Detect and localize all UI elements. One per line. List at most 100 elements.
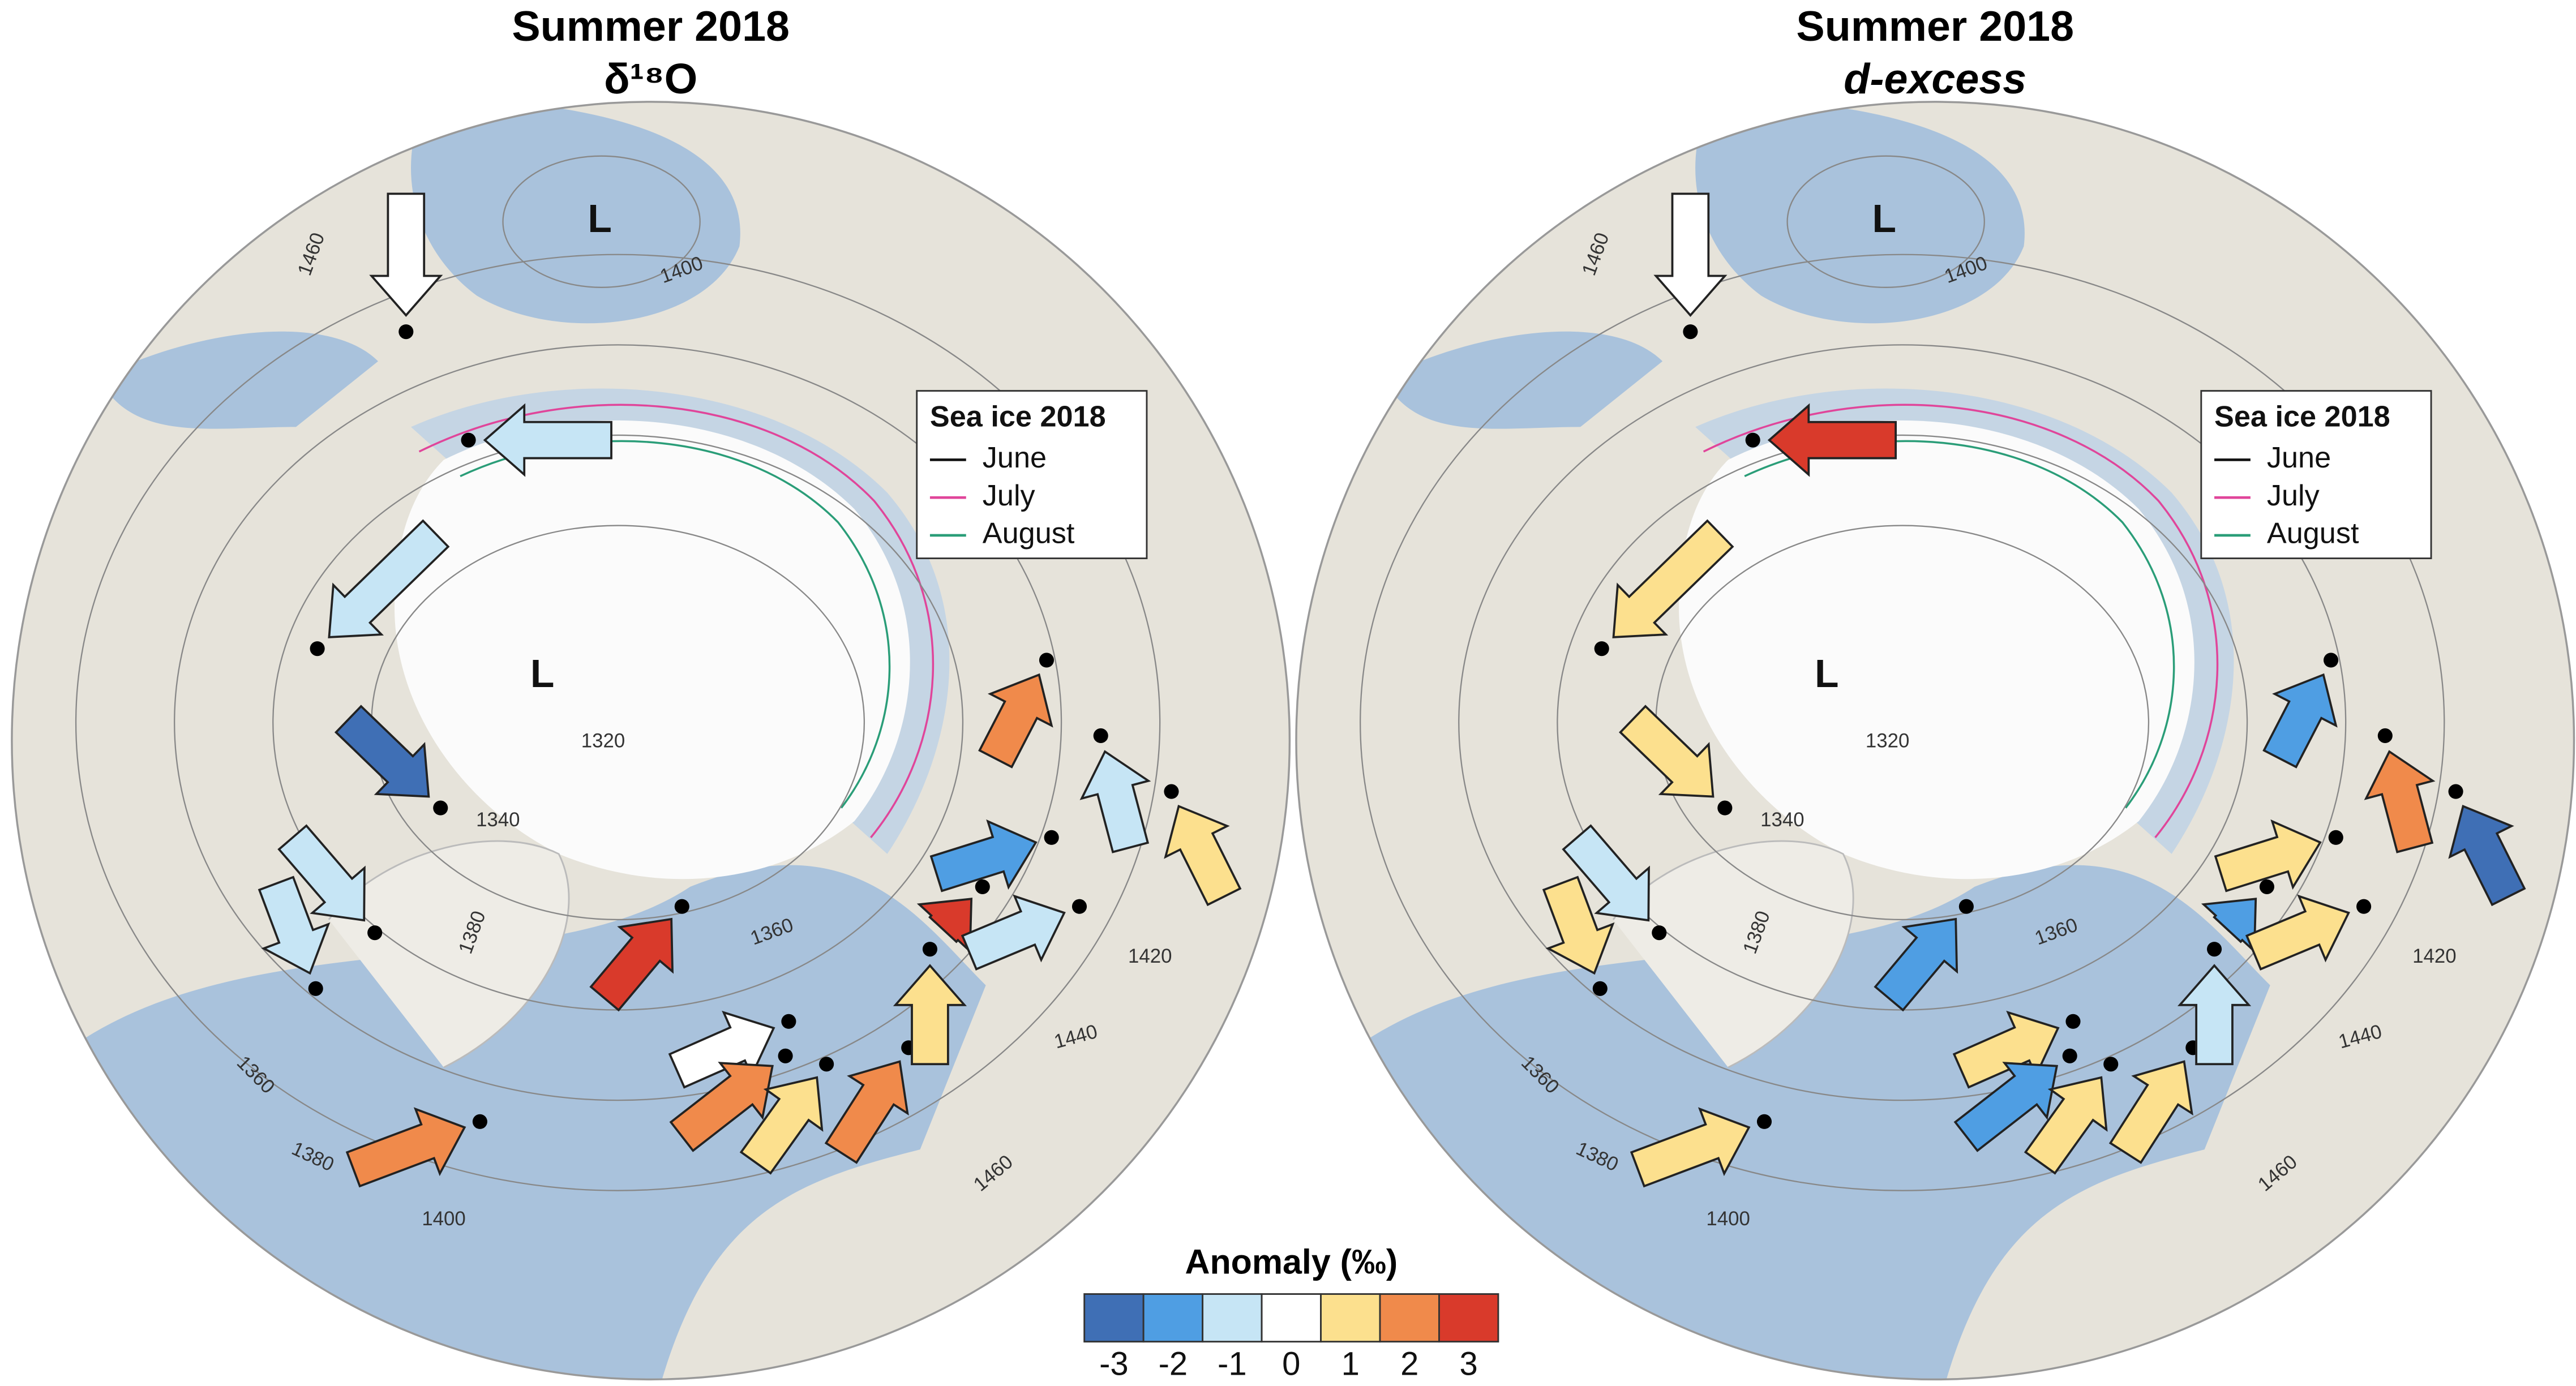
arrow [668,1010,775,1089]
arrow [1619,705,1715,798]
colorbar-cell [1320,1293,1381,1343]
arrow [1542,876,1615,975]
arrow [1079,750,1151,853]
legend-label: July [2267,479,2320,512]
arrow [2245,894,2350,971]
colorbar-cell [1438,1293,1499,1343]
legend-label: June [2267,441,2331,474]
station [778,1048,793,1063]
station [2103,1057,2119,1072]
contour-label: 1340 [476,809,520,831]
arrow [1630,1107,1751,1188]
colorbar-tick: -2 [1159,1346,1188,1383]
contour-label: 1420 [2412,945,2456,967]
station [1745,432,1760,448]
station [1164,784,1179,799]
ice-edge-july [1703,404,2219,838]
arrow [1952,1010,2060,1089]
low-label: L [1872,196,1897,241]
arrow [1767,403,1897,477]
arrow [369,192,443,317]
station [310,641,325,656]
arrow [824,1060,909,1164]
station [398,324,414,340]
isobar [502,155,701,288]
station [433,800,448,816]
legend-title: Sea ice 2018 [930,401,1106,434]
station [1717,800,1733,816]
station [1093,728,1108,744]
arrow [1874,917,1958,1012]
station [781,1014,796,1029]
legend-label: August [983,517,1075,550]
station [461,432,476,448]
arrow [1164,804,1242,907]
arrow [2262,673,2338,769]
colorbar-cell [1083,1293,1145,1343]
station [1958,899,1974,914]
low-label: L [1815,651,1839,696]
legend-label: August [2267,517,2359,550]
arrow [2108,1060,2193,1164]
arrow [893,964,967,1066]
arrow [2214,819,2322,892]
outline [11,101,1291,1381]
arrow [1653,192,1728,317]
arrow [2448,804,2526,907]
station [1594,641,1609,656]
arrow [334,705,430,798]
station [674,899,689,914]
colorbar-tick: 0 [1282,1346,1300,1383]
colorbar-tick: 3 [1460,1346,1478,1383]
arrow [277,824,366,922]
station [1071,899,1087,914]
station [2377,728,2393,744]
arrow [978,673,1053,769]
colorbar-tick: 2 [1400,1346,1418,1383]
map [1296,101,2574,1380]
station [1683,324,1698,340]
station [2062,1048,2077,1063]
map-subtitle: δ¹⁸O [604,55,697,102]
arrow [328,519,450,638]
arrow [929,819,1038,892]
greenland [1612,840,1854,1069]
outline [1295,101,2575,1381]
arrow [589,917,674,1012]
isobar [174,344,1062,1101]
station [2356,899,2372,914]
bering [1383,331,1663,429]
station [308,981,323,996]
colorbar-tick: -1 [1218,1346,1247,1383]
arrow [739,1076,824,1175]
arrow [2201,898,2257,954]
legend-title: Sea ice 2018 [2214,401,2390,434]
greenland [328,840,570,1069]
arrow [483,403,612,477]
ice-edge-july [418,404,935,838]
arrow [1562,824,1650,922]
arrow [2364,750,2436,853]
station [2323,653,2339,668]
station [367,925,383,941]
station [1592,981,1608,996]
contour-label: 1340 [1760,809,1804,831]
station [2448,784,2463,799]
isobar [75,254,1161,1191]
isobar [1786,155,1985,288]
low-label: L [530,651,555,696]
map-subtitle: d-excess [1844,55,2026,102]
legend-box [2200,390,2432,560]
map-title: Summer 2018 [1796,2,2074,50]
arrow [2024,1076,2108,1175]
contour-label: 1320 [1866,730,1909,752]
station [975,879,990,894]
station [2328,830,2343,845]
legend-label: July [983,479,1035,512]
station [2065,1014,2081,1029]
station [472,1114,487,1129]
station [2259,879,2274,894]
colorbar-tick: 1 [1341,1346,1360,1383]
arrow [916,898,973,954]
